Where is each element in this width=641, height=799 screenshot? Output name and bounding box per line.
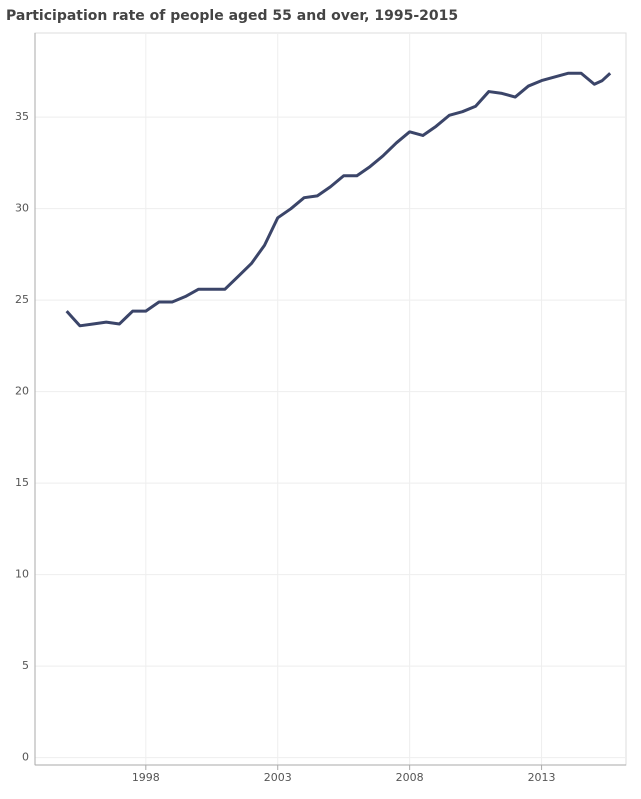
y-tick-label: 5 (22, 659, 29, 672)
plot-area (34, 32, 627, 766)
line (65, 71, 612, 328)
chart-title: Participation rate of people aged 55 and… (6, 8, 458, 24)
x-tick-label: 2003 (264, 771, 292, 784)
y-tick-label: 20 (15, 385, 29, 398)
y-tick-label: 15 (15, 476, 29, 489)
x-tick-label: 2008 (396, 771, 424, 784)
y-tick-label: 0 (22, 751, 29, 764)
y-tick-label: 35 (15, 110, 29, 123)
x-tick-label: 1998 (132, 771, 160, 784)
x-tick-label: 2013 (528, 771, 556, 784)
y-tick-label: 25 (15, 293, 29, 306)
y-tick-label: 10 (15, 568, 29, 581)
y-tick-label: 30 (15, 202, 29, 215)
